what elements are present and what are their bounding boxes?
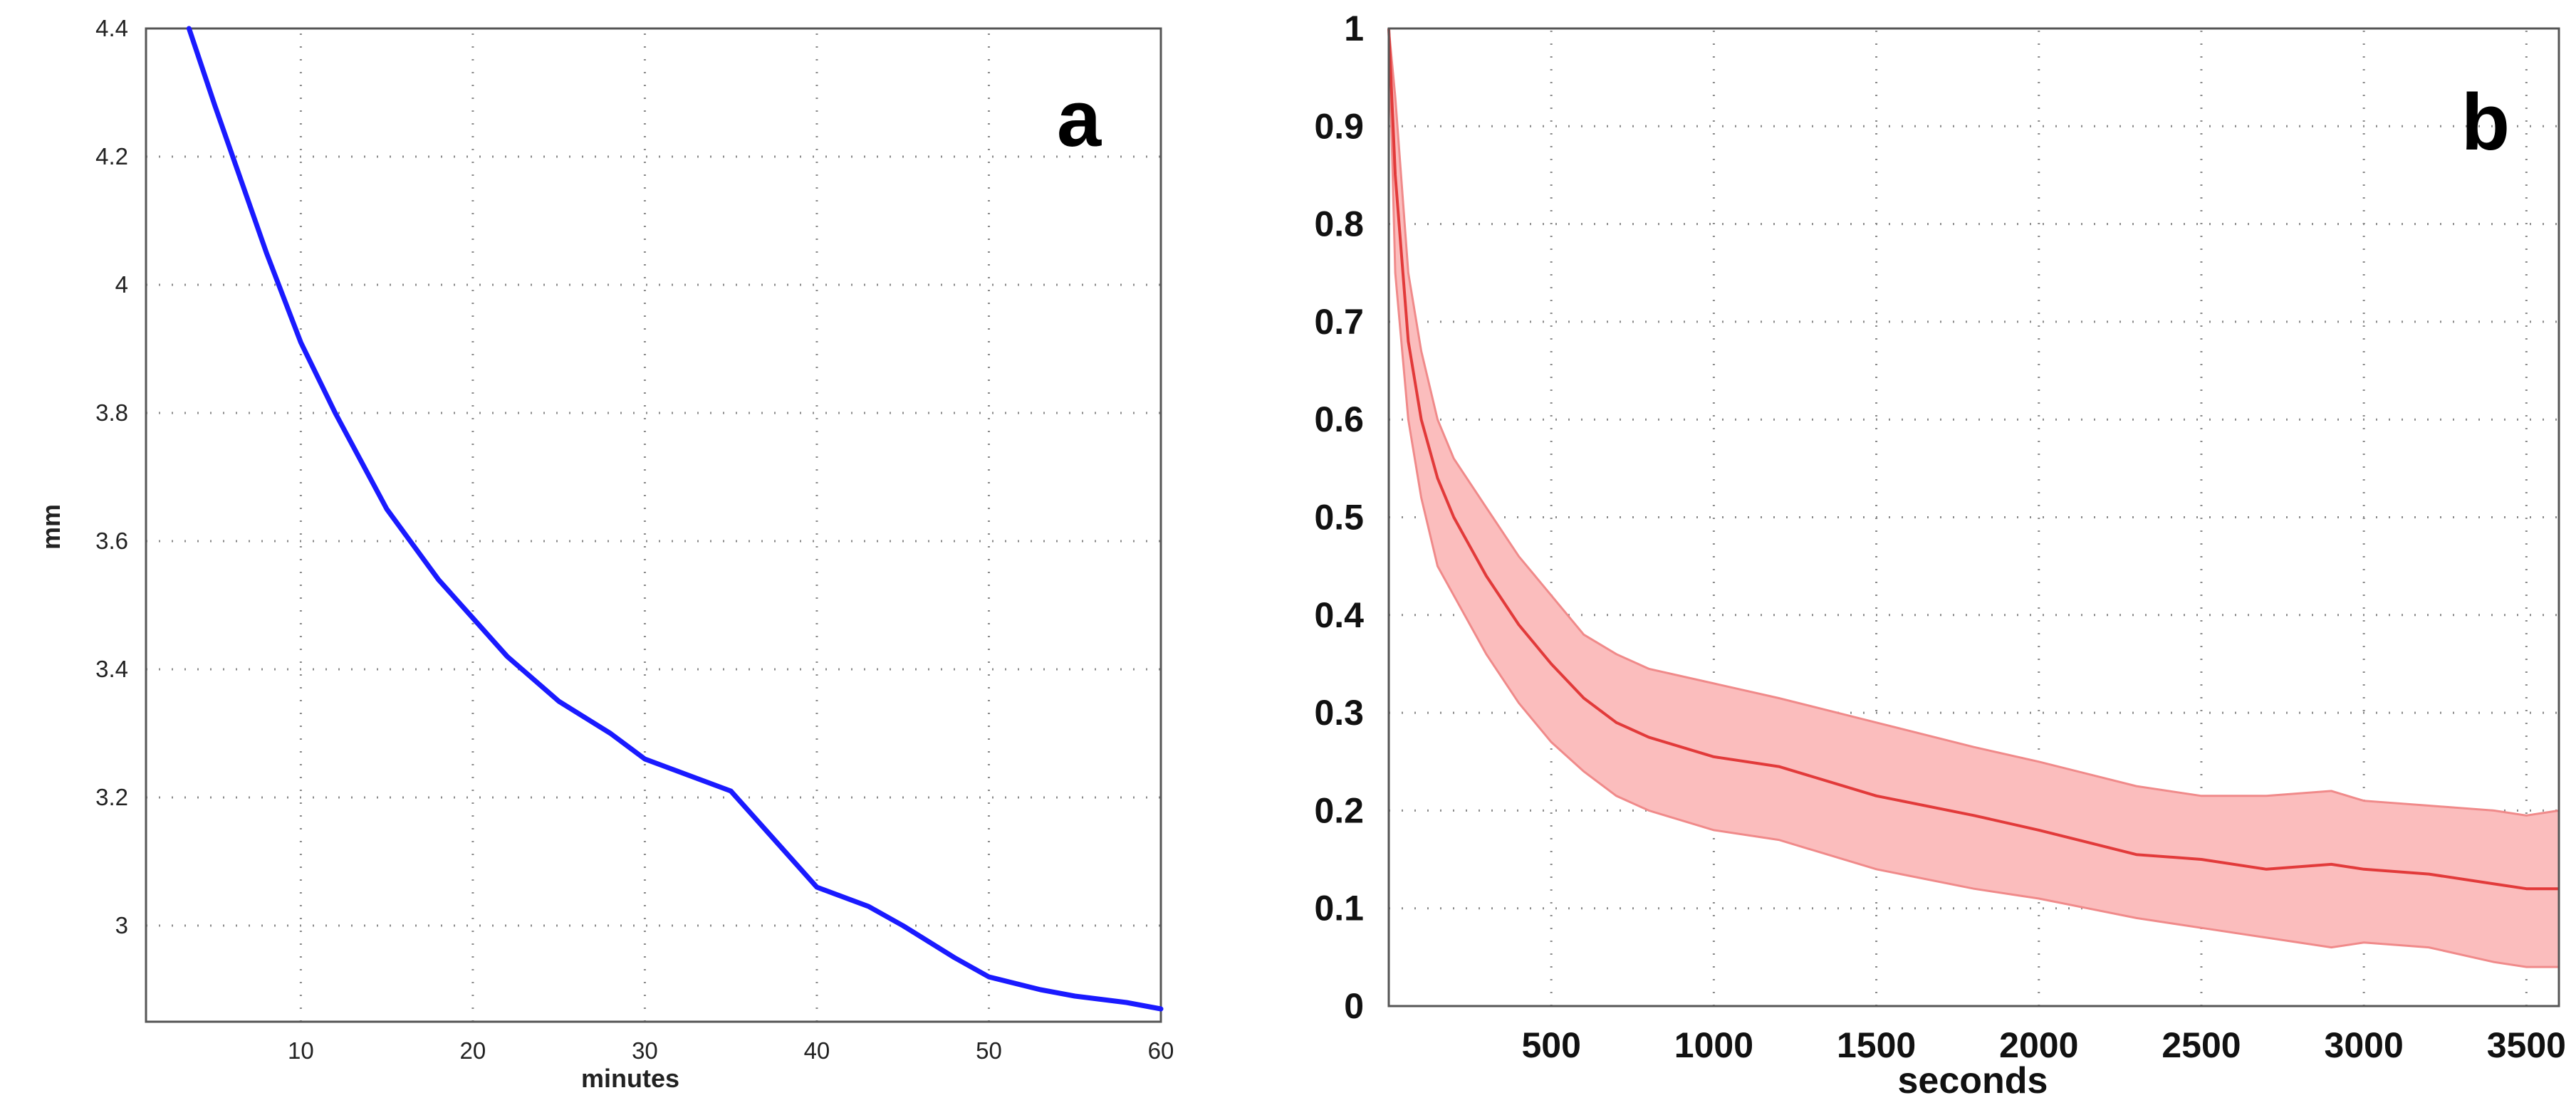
x-tick-label-b: 1500 (1837, 1025, 1916, 1065)
x-tick-label-a: 10 (288, 1037, 314, 1064)
y-tick-label-a: 4.2 (95, 143, 128, 169)
x-tick-label-b: 2000 (1999, 1025, 2078, 1065)
x-tick-label-a: 20 (460, 1037, 486, 1064)
plot-frame-a (145, 27, 1162, 1023)
x-tick-labels-a: 10 20 30 40 50 60 (288, 1037, 1174, 1064)
y-tick-label-a: 3.6 (95, 528, 128, 554)
y-tick-label-a: 3.8 (95, 399, 128, 426)
y-tick-label-b: 0.3 (1314, 693, 1364, 733)
y-tick-labels-a: 3 3.2 3.4 3.6 3.8 4 4.2 4.4 (95, 15, 128, 938)
x-tick-label-b: 3500 (2487, 1025, 2566, 1065)
series-line-b (1387, 28, 2559, 891)
y-tick-label-b: 0.5 (1314, 498, 1364, 538)
panel-label-a: a (1057, 74, 1102, 163)
y-tick-label-a: 3.2 (95, 784, 128, 810)
y-tick-label-b: 0.9 (1314, 106, 1364, 146)
y-tick-label-b: 0.2 (1314, 790, 1364, 830)
panel-label-b: b (2461, 78, 2510, 167)
confidence-band-b (1387, 28, 2560, 968)
chart-panel-a: 10 20 30 40 50 60 3 3.2 3.4 3.6 3.8 4 4.2 4.4 minute… (36, 15, 1174, 1093)
y-tick-label-b: 0.1 (1314, 889, 1364, 928)
x-tick-label-a: 60 (1148, 1037, 1174, 1064)
y-tick-label-a: 4 (115, 271, 128, 298)
x-tick-label-b: 3000 (2325, 1025, 2404, 1065)
y-tick-label-a: 4.4 (95, 15, 128, 41)
x-tick-labels-b: 500 1000 1500 2000 2500 3000 3500 (1521, 1025, 2566, 1065)
x-axis-label-b: seconds (1898, 1060, 2048, 1101)
grid-a (146, 28, 1161, 1022)
x-tick-label-a: 50 (976, 1037, 1002, 1064)
y-tick-label-b: 0.8 (1314, 204, 1364, 244)
y-tick-label-b: 0.7 (1314, 302, 1364, 342)
y-tick-label-a: 3.4 (95, 656, 128, 682)
x-tick-label-a: 30 (632, 1037, 658, 1064)
y-tick-label-b: 1 (1344, 9, 1364, 48)
x-tick-label-b: 2500 (2162, 1025, 2241, 1065)
y-axis-label-a: mm (36, 504, 66, 550)
x-tick-label-b: 500 (1521, 1025, 1580, 1065)
y-tick-label-b: 0.4 (1314, 595, 1364, 635)
x-tick-label-b: 1000 (1674, 1025, 1753, 1065)
y-tick-labels-b: 0 0.1 0.2 0.3 0.4 0.5 0.6 0.7 0.8 0.9 1 (1314, 9, 1364, 1026)
plot-frame-b (1387, 27, 2560, 1007)
y-tick-label-a: 3 (115, 912, 128, 938)
x-tick-label-a: 40 (804, 1037, 830, 1064)
x-axis-label-a: minutes (581, 1064, 679, 1093)
chart-panel-b: 500 1000 1500 2000 2500 3000 3500 0 0.1 0.2 0.3 0.… (1314, 9, 2565, 1101)
y-tick-label-b: 0 (1344, 986, 1364, 1026)
series-line-a (186, 26, 1164, 1012)
y-tick-label-b: 0.6 (1314, 399, 1364, 439)
